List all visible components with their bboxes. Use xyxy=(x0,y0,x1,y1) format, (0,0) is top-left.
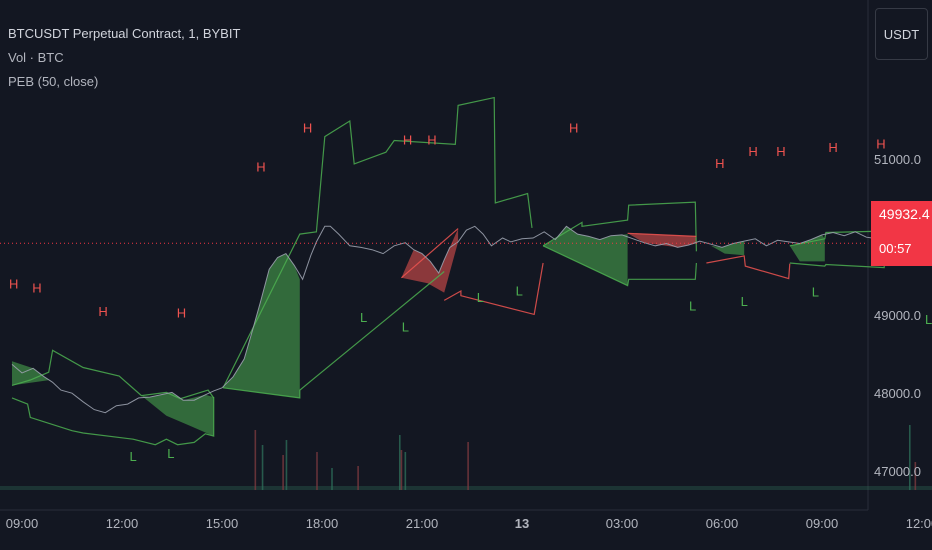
x-axis[interactable]: 09:00 12:00 15:00 18:00 21:00 13 03:00 06:00 09:… xyxy=(6,516,932,531)
volume-bar xyxy=(404,452,407,490)
peb-indicator-label[interactable]: PEB (50, close) xyxy=(8,74,99,89)
y-tick-label: 47000.0 xyxy=(874,464,921,479)
high-marker: H xyxy=(9,277,18,292)
bear-channel-upper xyxy=(401,228,459,279)
hl-marker-layer: HHHHHHHHHHHHHHHLLLLLLLLLL xyxy=(9,121,932,464)
x-tick-label: 12:00 xyxy=(906,516,932,531)
low-marker: L xyxy=(516,284,523,299)
bear-channel-fill xyxy=(401,228,459,293)
bull-channel-lower xyxy=(223,271,445,399)
bull-channel-upper xyxy=(542,201,697,252)
volume-bar xyxy=(914,462,917,490)
bar-countdown: 00:57 xyxy=(879,241,912,256)
volume-bar xyxy=(331,468,333,490)
volume-bar xyxy=(398,435,401,490)
low-marker: L xyxy=(812,285,819,300)
volume-bar xyxy=(254,430,257,490)
high-marker: H xyxy=(177,306,186,321)
volume-bar xyxy=(316,452,318,490)
high-marker: H xyxy=(256,160,265,175)
bull-channel-fill xyxy=(543,226,628,286)
volume-bar xyxy=(357,466,359,490)
bull-channel-lower xyxy=(542,245,697,287)
last-price-value: 49932.4 xyxy=(879,206,930,222)
bull-channel-lower xyxy=(11,397,215,446)
price-line xyxy=(11,225,932,414)
low-marker: L xyxy=(360,310,367,325)
chart-legend: BTCUSDT Perpetual Contract, 1, BYBIT Vol… xyxy=(8,22,240,94)
volume-bar xyxy=(467,442,469,490)
high-marker: H xyxy=(569,121,578,136)
x-tick-label: 18:00 xyxy=(306,516,339,531)
low-marker: L xyxy=(167,446,174,461)
channel-layer xyxy=(11,96,932,446)
low-marker: L xyxy=(477,290,484,305)
high-marker: H xyxy=(876,136,885,151)
bull-channel-fill xyxy=(12,361,53,386)
channel-fill-layer xyxy=(12,226,932,437)
x-tick-label: 09:00 xyxy=(806,516,839,531)
x-tick-label: 21:00 xyxy=(406,516,439,531)
volume-bar xyxy=(400,450,403,490)
low-marker: L xyxy=(129,449,136,464)
high-marker: H xyxy=(32,281,41,296)
x-tick-label: 13 xyxy=(515,516,529,531)
volume-bar xyxy=(908,425,911,490)
y-tick-label: 51000.0 xyxy=(874,152,921,167)
bear-channel-lower xyxy=(443,262,544,316)
bear-channel-fill xyxy=(627,233,697,248)
currency-button[interactable]: USDT xyxy=(875,8,928,60)
bear-channel-upper xyxy=(627,232,697,237)
bull-channel-upper xyxy=(11,349,215,400)
high-marker: H xyxy=(776,144,785,159)
x-tick-label: 15:00 xyxy=(206,516,239,531)
volume-bar xyxy=(261,445,264,490)
bear-channel-lower xyxy=(706,255,791,280)
volume-layer xyxy=(0,425,932,490)
price-layer xyxy=(0,225,932,414)
symbol-title[interactable]: BTCUSDT Perpetual Contract, 1, BYBIT xyxy=(8,26,241,41)
bull-channel-upper xyxy=(222,96,533,389)
high-marker: H xyxy=(427,132,436,147)
x-tick-label: 12:00 xyxy=(106,516,139,531)
high-marker: H xyxy=(748,144,757,159)
high-marker: H xyxy=(403,132,412,147)
bull-channel-fill xyxy=(710,241,745,256)
high-marker: H xyxy=(715,156,724,171)
x-tick-label: 06:00 xyxy=(706,516,739,531)
y-axis[interactable]: 51000.0 49000.0 48000.0 47000.0 xyxy=(874,152,921,479)
low-marker: L xyxy=(689,299,696,314)
y-tick-label: 48000.0 xyxy=(874,386,921,401)
bull-channel-fill xyxy=(141,392,214,437)
volume-bar xyxy=(282,455,284,490)
x-tick-label: 09:00 xyxy=(6,516,39,531)
low-marker: L xyxy=(925,312,932,327)
low-marker: L xyxy=(741,294,748,309)
volume-indicator-label[interactable]: Vol · BTC xyxy=(8,50,64,65)
last-price-badge: 49932.4 00:57 xyxy=(871,201,932,266)
bull-channel-fill xyxy=(789,234,825,262)
high-marker: H xyxy=(828,140,837,155)
bull-channel-fill xyxy=(223,253,300,398)
volume-baseline xyxy=(0,486,932,490)
x-tick-label: 03:00 xyxy=(606,516,639,531)
high-marker: H xyxy=(303,121,312,136)
low-marker: L xyxy=(402,320,409,335)
y-tick-label: 49000.0 xyxy=(874,308,921,323)
high-marker: H xyxy=(98,304,107,319)
volume-bar xyxy=(285,440,288,490)
